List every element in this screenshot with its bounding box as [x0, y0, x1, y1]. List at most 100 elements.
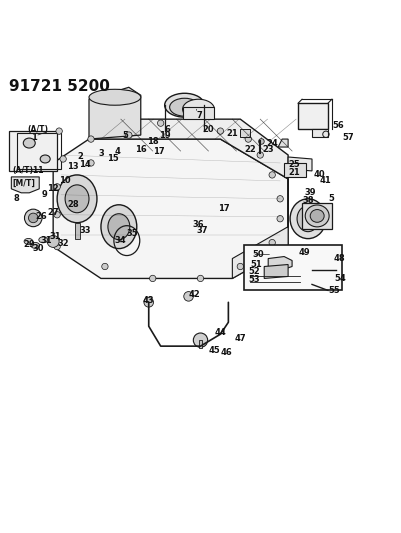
Circle shape: [126, 132, 132, 138]
Text: 9: 9: [41, 190, 47, 199]
Circle shape: [88, 136, 94, 142]
Polygon shape: [11, 177, 39, 193]
Polygon shape: [53, 139, 288, 278]
Circle shape: [217, 128, 224, 134]
Ellipse shape: [23, 138, 35, 148]
Ellipse shape: [290, 199, 326, 239]
Bar: [17, 133, 61, 169]
Text: 2: 2: [77, 152, 83, 161]
Circle shape: [150, 275, 156, 281]
Circle shape: [257, 152, 263, 158]
Text: 21: 21: [288, 168, 300, 177]
Ellipse shape: [297, 206, 319, 232]
Ellipse shape: [310, 209, 324, 222]
Ellipse shape: [39, 237, 48, 243]
Polygon shape: [264, 264, 288, 278]
Text: [M/T]: [M/T]: [12, 179, 35, 188]
Text: 5: 5: [123, 131, 129, 140]
Text: (A/T): (A/T): [27, 125, 48, 134]
Text: 48: 48: [334, 254, 346, 263]
Polygon shape: [278, 139, 288, 147]
Text: 10: 10: [59, 176, 71, 185]
Polygon shape: [302, 203, 332, 229]
Text: 3: 3: [99, 149, 105, 158]
Ellipse shape: [305, 205, 329, 227]
Bar: [298, 103, 328, 129]
Text: 21: 21: [227, 128, 238, 138]
Text: 37: 37: [196, 226, 208, 235]
Ellipse shape: [108, 214, 130, 240]
Circle shape: [88, 160, 94, 166]
Circle shape: [245, 136, 251, 142]
Ellipse shape: [165, 93, 205, 117]
Text: 22: 22: [244, 144, 256, 154]
Text: 14: 14: [79, 160, 91, 169]
Text: 23: 23: [262, 144, 274, 154]
Bar: [240, 129, 250, 137]
Text: 15: 15: [107, 155, 119, 164]
Ellipse shape: [31, 243, 40, 248]
Text: 13: 13: [67, 163, 79, 172]
Text: 17: 17: [153, 147, 164, 156]
Circle shape: [197, 275, 204, 281]
Text: 39: 39: [304, 188, 316, 197]
Text: 18: 18: [147, 136, 158, 146]
Text: 35: 35: [127, 229, 138, 238]
Circle shape: [28, 213, 38, 223]
Text: 51: 51: [250, 260, 262, 269]
Ellipse shape: [89, 90, 141, 105]
Text: 34: 34: [115, 236, 126, 245]
Text: 1: 1: [31, 133, 37, 142]
Text: 44: 44: [215, 328, 226, 337]
Text: 31: 31: [40, 236, 52, 245]
Circle shape: [54, 244, 60, 250]
Polygon shape: [268, 256, 292, 270]
Text: 30: 30: [32, 244, 44, 253]
Bar: [244, 245, 342, 290]
Text: 27: 27: [47, 208, 59, 217]
Text: (A/T)11: (A/T)11: [12, 166, 44, 175]
Ellipse shape: [65, 185, 89, 213]
Text: 12: 12: [47, 184, 59, 193]
Text: 40: 40: [314, 171, 326, 180]
Ellipse shape: [57, 175, 97, 223]
Text: 4: 4: [115, 147, 121, 156]
Text: 41: 41: [320, 176, 332, 185]
Text: 24: 24: [266, 139, 278, 148]
Text: 43: 43: [143, 296, 154, 305]
Circle shape: [56, 128, 62, 134]
Ellipse shape: [182, 99, 215, 119]
Circle shape: [24, 209, 42, 227]
Circle shape: [259, 139, 264, 144]
Text: 53: 53: [248, 274, 260, 284]
Circle shape: [277, 196, 284, 202]
Text: 33: 33: [79, 226, 91, 235]
Circle shape: [158, 120, 164, 126]
Circle shape: [102, 263, 108, 270]
Text: 17: 17: [219, 204, 230, 213]
Circle shape: [144, 297, 154, 307]
Text: 45: 45: [209, 345, 220, 354]
Text: 54: 54: [334, 274, 346, 283]
Polygon shape: [89, 119, 288, 179]
Text: 42: 42: [188, 290, 200, 299]
Ellipse shape: [101, 205, 137, 248]
Text: 20: 20: [203, 125, 214, 134]
Circle shape: [47, 236, 59, 247]
Circle shape: [60, 156, 66, 162]
Text: 6: 6: [165, 125, 170, 134]
Text: 7: 7: [196, 111, 202, 120]
Circle shape: [54, 212, 60, 218]
Circle shape: [54, 184, 60, 190]
Circle shape: [277, 215, 284, 222]
Text: 49: 49: [298, 248, 310, 257]
Circle shape: [237, 263, 243, 270]
Text: 31: 31: [49, 232, 61, 241]
Text: 47: 47: [234, 334, 246, 343]
Bar: [182, 107, 215, 119]
Text: 32: 32: [57, 239, 69, 248]
Text: 55: 55: [328, 286, 340, 295]
Text: 19: 19: [159, 131, 170, 140]
Text: 52: 52: [248, 267, 260, 276]
Text: 25: 25: [288, 160, 300, 169]
